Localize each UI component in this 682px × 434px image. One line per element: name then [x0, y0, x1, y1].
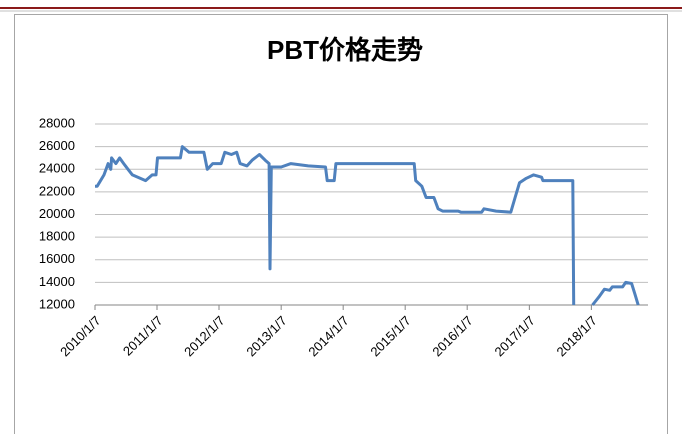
x-tick-label: 2010/1/7 [57, 313, 103, 359]
y-tick-label: 14000 [39, 274, 75, 289]
x-tick-label: 2015/1/7 [367, 313, 413, 359]
y-tick-label: 12000 [39, 296, 75, 311]
y-tick-label: 24000 [39, 161, 75, 176]
x-tick-label: 2017/1/7 [492, 313, 538, 359]
x-tick-label: 2014/1/7 [305, 313, 351, 359]
y-tick-label: 22000 [39, 183, 75, 198]
x-tick-label: 2013/1/7 [243, 313, 289, 359]
y-tick-label: 18000 [39, 229, 75, 244]
y-tick-label: 28000 [39, 115, 75, 130]
chart-frame [14, 14, 668, 434]
y-tick-label: 26000 [39, 138, 75, 153]
data-line [95, 145, 640, 306]
chart-title: PBT价格走势 [267, 35, 423, 65]
x-tick-label: 2016/1/7 [429, 313, 475, 359]
y-tick-label: 20000 [39, 206, 75, 221]
y-tick-label: 16000 [39, 251, 75, 266]
x-tick-label: 2018/1/7 [554, 313, 600, 359]
x-tick-label: 2011/1/7 [120, 313, 166, 359]
x-tick-label: 2012/1/7 [181, 313, 227, 359]
